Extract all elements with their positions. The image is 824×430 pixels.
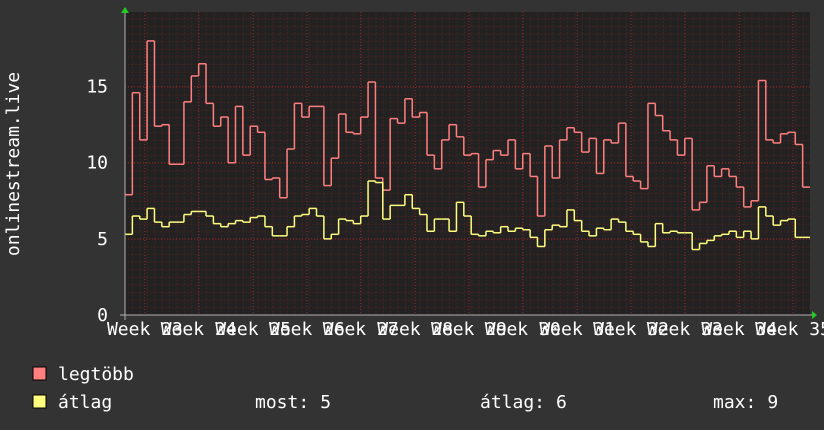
x-tick-label: Week 34 (701, 319, 777, 340)
y-tick-label: 5 (97, 229, 108, 250)
x-tick-label: Week 35 (755, 319, 824, 340)
y-tick-label: 10 (86, 153, 108, 174)
x-arrow (812, 311, 817, 319)
x-tick-label: Week 26 (269, 319, 345, 340)
minor-grid (125, 12, 810, 315)
y-arrow (121, 7, 129, 13)
stat-label: átlag: (480, 392, 545, 413)
x-tick-label: Week 25 (215, 319, 291, 340)
stat-value: 6 (556, 392, 567, 413)
legend-swatch (32, 366, 47, 381)
x-tick-label: Week 23 (107, 319, 183, 340)
x-tick-label: Week 27 (323, 319, 399, 340)
y-tick-label: 15 (86, 77, 108, 98)
stat-label: most: (255, 392, 309, 413)
x-tick-label: Week 28 (377, 319, 453, 340)
marks (125, 40, 810, 251)
grid (125, 12, 810, 316)
legend-label: legtöbb (58, 364, 134, 385)
x-tick-label: Week 30 (485, 319, 561, 340)
stat-value: 9 (767, 392, 778, 413)
x-tick-label: Week 24 (161, 319, 237, 340)
x-tick-label: Week 31 (539, 319, 615, 340)
x-tick-label: Week 33 (647, 319, 723, 340)
stat-label: max: (713, 392, 756, 413)
legend-swatch (32, 394, 47, 409)
legend: legtöbb átlag most: 5 átlag: 6 max: 9 (32, 364, 778, 413)
x-tick-label: Week 32 (593, 319, 669, 340)
legend-label: átlag (58, 392, 112, 413)
x-tick-label: Week 29 (431, 319, 507, 340)
y-tick-label: 0 (97, 305, 108, 326)
y-axis-label: onlinestream.live (3, 72, 24, 256)
stat-value: 5 (320, 392, 331, 413)
